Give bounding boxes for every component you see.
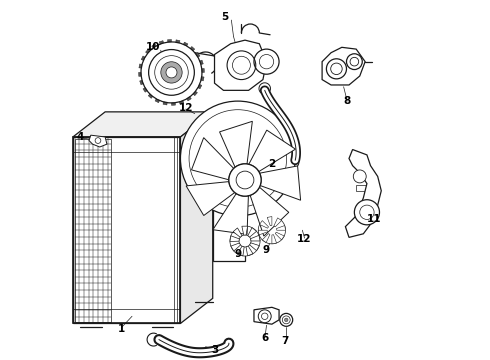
Text: 4: 4: [76, 132, 84, 142]
Circle shape: [148, 50, 195, 95]
Circle shape: [258, 310, 271, 323]
Circle shape: [180, 101, 295, 216]
Polygon shape: [272, 235, 276, 244]
Circle shape: [258, 217, 286, 244]
Polygon shape: [141, 56, 145, 60]
Polygon shape: [139, 64, 142, 68]
Circle shape: [236, 171, 254, 189]
Polygon shape: [258, 230, 268, 235]
Polygon shape: [220, 121, 252, 167]
Polygon shape: [276, 226, 286, 230]
Text: 8: 8: [343, 96, 351, 106]
Polygon shape: [193, 91, 197, 96]
Polygon shape: [262, 234, 270, 243]
Polygon shape: [238, 246, 244, 256]
Polygon shape: [250, 187, 289, 236]
Polygon shape: [198, 84, 202, 89]
Polygon shape: [196, 53, 200, 57]
Polygon shape: [176, 40, 180, 43]
Polygon shape: [275, 232, 284, 240]
Polygon shape: [213, 194, 248, 234]
Circle shape: [230, 226, 260, 256]
Text: 9: 9: [234, 248, 242, 258]
Polygon shape: [186, 181, 235, 216]
Polygon shape: [190, 46, 195, 51]
Text: 3: 3: [211, 345, 218, 355]
Circle shape: [229, 164, 261, 196]
Polygon shape: [180, 112, 213, 323]
Polygon shape: [250, 235, 260, 241]
Text: 12: 12: [178, 103, 193, 113]
Circle shape: [280, 314, 293, 326]
Text: 12: 12: [297, 234, 312, 244]
Polygon shape: [179, 101, 184, 104]
Polygon shape: [248, 228, 257, 237]
Polygon shape: [213, 134, 245, 261]
Circle shape: [353, 170, 366, 183]
Polygon shape: [168, 40, 172, 42]
Polygon shape: [143, 87, 147, 92]
Polygon shape: [89, 135, 107, 147]
Polygon shape: [155, 99, 160, 103]
Polygon shape: [202, 68, 204, 72]
Polygon shape: [322, 47, 365, 85]
Polygon shape: [260, 221, 269, 228]
Text: 6: 6: [261, 333, 269, 343]
Circle shape: [285, 318, 288, 321]
Polygon shape: [231, 243, 241, 251]
Polygon shape: [242, 226, 247, 235]
Polygon shape: [172, 103, 175, 105]
Polygon shape: [254, 307, 279, 324]
Circle shape: [161, 62, 182, 83]
Polygon shape: [183, 42, 188, 46]
Polygon shape: [274, 218, 282, 227]
Text: 5: 5: [221, 12, 229, 22]
Text: 7: 7: [281, 336, 288, 346]
Polygon shape: [152, 44, 156, 48]
Circle shape: [239, 235, 251, 247]
Polygon shape: [249, 130, 295, 172]
Text: 9: 9: [263, 245, 270, 255]
Circle shape: [166, 67, 177, 78]
Polygon shape: [139, 72, 141, 76]
Polygon shape: [201, 77, 204, 81]
Polygon shape: [73, 137, 180, 323]
Polygon shape: [233, 228, 242, 237]
Circle shape: [346, 54, 362, 69]
Circle shape: [326, 59, 346, 79]
Polygon shape: [146, 49, 150, 54]
Polygon shape: [249, 243, 259, 251]
Polygon shape: [230, 236, 239, 242]
Text: 2: 2: [268, 159, 275, 169]
Polygon shape: [140, 80, 143, 85]
Circle shape: [254, 49, 279, 74]
Polygon shape: [260, 166, 300, 200]
Polygon shape: [159, 41, 164, 44]
Polygon shape: [215, 40, 267, 90]
Circle shape: [354, 200, 379, 225]
Polygon shape: [163, 102, 167, 105]
Polygon shape: [246, 246, 253, 256]
Polygon shape: [148, 94, 153, 98]
Polygon shape: [345, 149, 381, 237]
Circle shape: [229, 164, 261, 196]
Polygon shape: [267, 217, 272, 226]
Polygon shape: [200, 60, 203, 64]
Polygon shape: [192, 138, 234, 180]
Polygon shape: [73, 112, 213, 137]
Text: 11: 11: [367, 215, 381, 224]
Text: 1: 1: [118, 324, 125, 334]
Text: 10: 10: [147, 42, 161, 52]
Polygon shape: [187, 97, 191, 101]
